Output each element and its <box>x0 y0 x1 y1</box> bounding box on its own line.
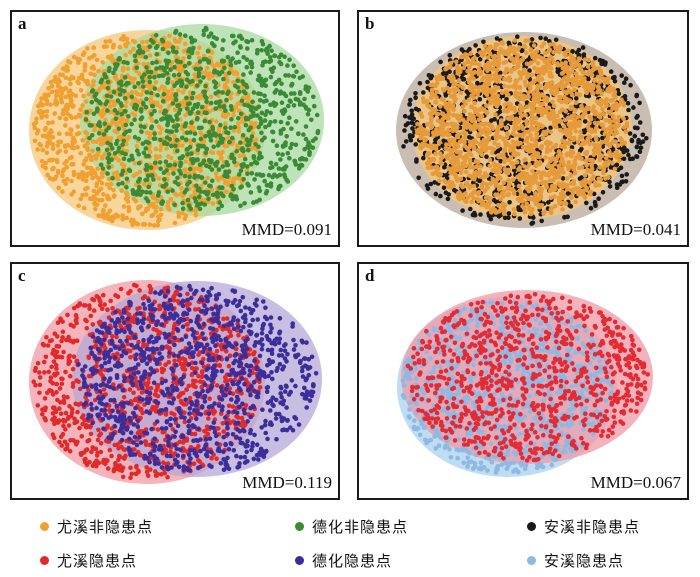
legend-dot-anxi-hazard <box>527 556 536 565</box>
panel-a: a MMD=0.091 <box>10 10 340 247</box>
panel-c: c MMD=0.119 <box>10 262 340 500</box>
panel-b-plot <box>396 32 652 228</box>
panel-a-plot <box>29 24 324 230</box>
legend-item-dehua-hazard: 德化隐患点 <box>295 550 392 571</box>
legend-label-anxi-hazard: 安溪隐患点 <box>544 552 625 570</box>
legend-label-dehua-nonhazard: 德化非隐患点 <box>312 518 409 536</box>
legend-item-anxi-nonhazard: 安溪非隐患点 <box>527 516 640 537</box>
legend-item-anxi-hazard: 安溪隐患点 <box>527 550 624 571</box>
panel-b-points-1 <box>414 38 630 217</box>
legend: 尤溪非隐患点 德化非隐患点 安溪非隐患点 尤溪隐患点 德化隐患点 安溪隐患点 <box>0 508 700 577</box>
panel-d: d MMD=0.067 <box>357 262 689 500</box>
panel-d-points-1 <box>405 292 650 463</box>
legend-dot-dehua-hazard <box>295 556 304 565</box>
panel-c-mmd: MMD=0.119 <box>242 473 332 492</box>
legend-item-dehua-nonhazard: 德化非隐患点 <box>295 516 408 537</box>
legend-item-youxi-nonhazard: 尤溪非隐患点 <box>40 516 153 537</box>
panel-c-plot <box>29 280 322 484</box>
legend-label-anxi-nonhazard: 安溪非隐患点 <box>544 518 641 536</box>
legend-dot-youxi-nonhazard <box>40 522 49 531</box>
legend-label-youxi-nonhazard: 尤溪非隐患点 <box>57 518 154 536</box>
legend-dot-dehua-nonhazard <box>295 522 304 531</box>
panel-d-mmd: MMD=0.067 <box>590 473 681 492</box>
panel-a-region-1 <box>80 24 324 216</box>
legend-item-youxi-hazard: 尤溪隐患点 <box>40 550 137 571</box>
panel-b-mmd: MMD=0.041 <box>590 220 681 239</box>
legend-dot-anxi-nonhazard <box>527 522 536 531</box>
panel-c-points-1 <box>76 283 319 473</box>
legend-dot-youxi-hazard <box>40 556 49 565</box>
panel-a-letter: a <box>18 14 27 33</box>
legend-label-youxi-hazard: 尤溪隐患点 <box>57 552 138 570</box>
panel-b-letter: b <box>365 14 375 33</box>
panel-d-plot <box>397 290 653 477</box>
panel-a-points-1 <box>83 25 321 212</box>
panel-b: b MMD=0.041 <box>357 10 689 247</box>
panel-a-mmd: MMD=0.091 <box>241 220 332 239</box>
panel-d-letter: d <box>365 266 375 285</box>
legend-label-dehua-hazard: 德化隐患点 <box>312 552 393 570</box>
panel-c-letter: c <box>18 266 26 285</box>
